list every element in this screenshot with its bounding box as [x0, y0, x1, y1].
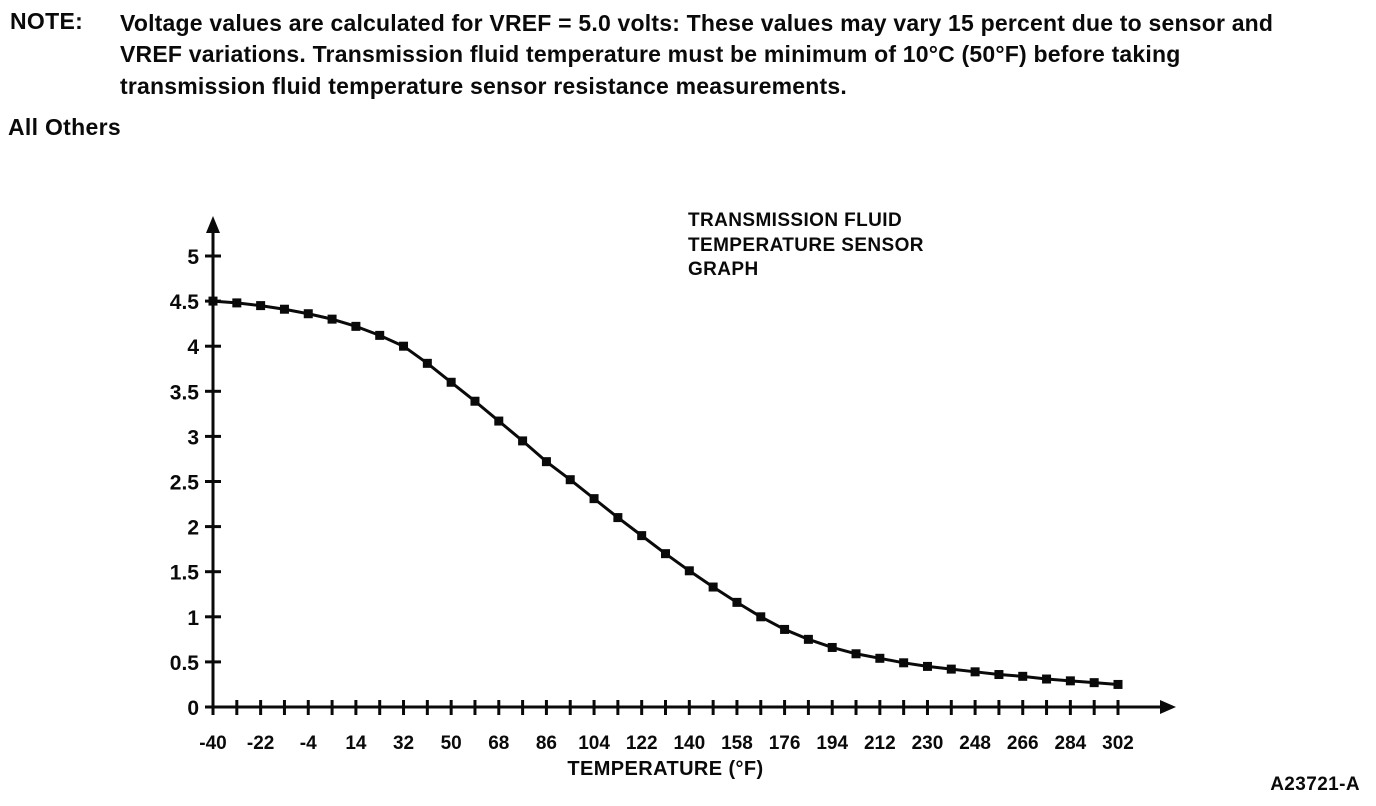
x-tick-label: 140: [673, 733, 705, 754]
x-tick-label: 14: [345, 733, 367, 754]
chart-title: TRANSMISSION FLUID TEMPERATURE SENSOR GR…: [688, 210, 924, 281]
data-point-marker: [922, 661, 932, 671]
data-point-marker: [494, 416, 504, 426]
x-tick-label: 32: [393, 733, 414, 754]
data-point-marker: [756, 612, 766, 622]
x-tick-label: -4: [300, 733, 317, 754]
data-point-marker: [875, 653, 885, 663]
x-tick-label: 104: [578, 733, 610, 754]
x-tick-label: 50: [441, 733, 462, 754]
y-tick-label: 3: [187, 426, 199, 449]
data-point-marker: [708, 582, 718, 592]
data-point-marker: [851, 649, 861, 659]
x-tick-label: 230: [912, 733, 944, 754]
x-tick-label: 194: [816, 733, 848, 754]
data-point-marker: [994, 670, 1004, 680]
sensor-voltage-curve: [212, 299, 1119, 686]
data-point-marker: [518, 436, 528, 446]
y-tick-label: 4.5: [170, 291, 200, 314]
data-point-marker: [661, 549, 670, 559]
y-tick-label: 1.5: [170, 562, 200, 585]
data-point-marker: [899, 658, 909, 668]
data-point-marker: [780, 624, 790, 634]
section-heading: All Others: [8, 114, 121, 140]
x-tick-label: -40: [199, 733, 226, 754]
data-point-marker: [399, 341, 409, 351]
x-tick-label: 68: [488, 733, 509, 754]
y-tick-label: 2.5: [170, 472, 200, 495]
note-label: NOTE:: [10, 8, 84, 34]
data-point-marker: [541, 457, 551, 467]
data-point-marker: [565, 475, 575, 485]
x-tick-label: 158: [721, 733, 753, 754]
data-point-marker: [279, 304, 289, 314]
data-point-marker: [446, 377, 456, 387]
data-point-marker: [732, 597, 742, 607]
data-point-marker: [303, 309, 313, 319]
note-text: Voltage values are calculated for VREF =…: [120, 10, 1274, 99]
x-tick-label: 284: [1055, 733, 1087, 754]
data-point-marker: [1042, 674, 1052, 684]
x-tick-label: 212: [864, 733, 896, 754]
x-axis-arrow: [1160, 700, 1176, 714]
note: NOTE: Voltage values are calculated for …: [10, 8, 1315, 102]
x-axis-title: TEMPERATURE (°F): [567, 758, 764, 780]
x-tick-label: -22: [247, 733, 274, 754]
data-point-marker: [351, 321, 361, 331]
x-tick-label: 86: [536, 733, 557, 754]
x-tick-label: 248: [959, 733, 991, 754]
x-tick-label: 302: [1102, 733, 1134, 754]
data-point-marker: [827, 642, 837, 652]
data-point-marker: [422, 358, 432, 368]
y-tick-label: 4: [187, 336, 199, 359]
x-tick-label: 122: [626, 733, 658, 754]
data-point-marker: [375, 330, 385, 340]
data-point-marker: [1065, 676, 1075, 686]
figure-code: A23721-A: [1270, 774, 1360, 795]
data-point-marker: [1113, 679, 1123, 689]
data-point-marker: [232, 298, 242, 308]
x-tick-label: 176: [769, 733, 801, 754]
data-point-marker: [1089, 678, 1099, 688]
y-tick-label: 2: [187, 517, 199, 540]
data-point-marker: [1018, 671, 1028, 681]
y-tick-label: 1: [187, 607, 199, 630]
x-tick-label: 266: [1007, 733, 1039, 754]
data-point-marker: [208, 296, 218, 306]
y-axis-arrow: [206, 216, 220, 233]
data-point-marker: [637, 531, 647, 541]
data-point-marker: [327, 314, 337, 324]
y-tick-label: 0.5: [170, 652, 200, 675]
data-point-marker: [613, 513, 623, 523]
data-point-marker: [970, 667, 980, 677]
data-point-marker: [946, 664, 956, 674]
data-point-marker: [684, 566, 694, 576]
data-point-marker: [803, 634, 813, 644]
y-tick-label: 5: [187, 246, 199, 269]
data-point-marker: [589, 494, 599, 504]
y-tick-label: 3.5: [170, 381, 200, 404]
data-point-marker: [256, 301, 266, 311]
y-tick-label: 0: [187, 697, 199, 720]
data-point-marker: [470, 396, 480, 406]
